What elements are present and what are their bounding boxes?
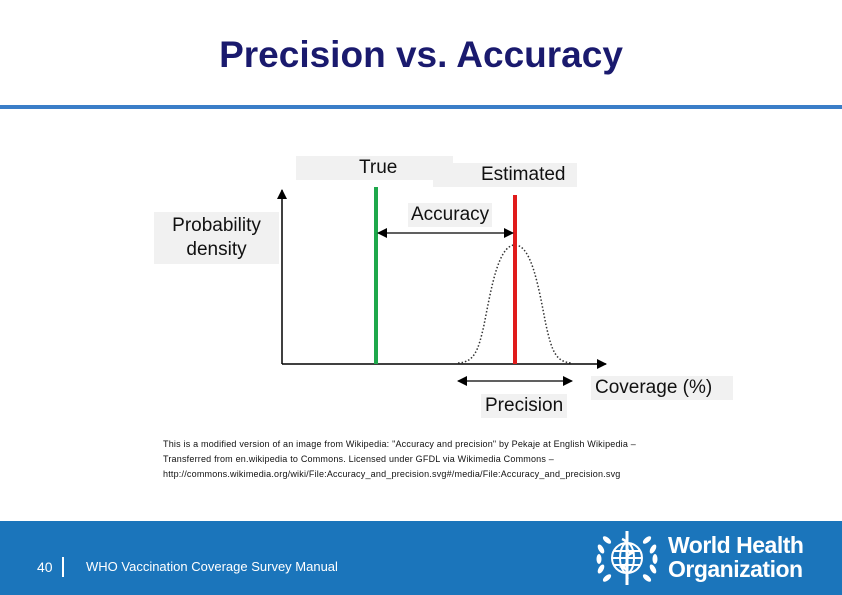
label-y-axis: Probability density — [154, 212, 279, 264]
label-y-axis-line1: Probability — [172, 215, 261, 236]
label-precision: Precision — [481, 394, 568, 418]
label-y-axis-line2: density — [186, 239, 247, 260]
label-true: True — [296, 156, 454, 180]
page-number-divider — [62, 557, 64, 577]
attribution-line-1: This is a modified version of an image f… — [163, 439, 636, 449]
who-emblem-icon — [596, 531, 658, 585]
label-x-axis: Coverage (%) — [591, 376, 733, 400]
who-wordmark-line1: World Health — [668, 532, 804, 558]
who-wordmark-line2: Organization — [668, 556, 803, 582]
page-number: 40 — [37, 559, 53, 575]
attribution-line-2: Transferred from en.wikipedia to Commons… — [163, 454, 554, 464]
density-curve — [457, 244, 573, 364]
footer-bar: 40 WHO Vaccination Coverage Survey Manua… — [0, 521, 842, 595]
footer-title: WHO Vaccination Coverage Survey Manual — [86, 559, 338, 574]
attribution-note: This is a modified version of an image f… — [163, 437, 636, 482]
label-accuracy: Accuracy — [408, 203, 493, 227]
title-divider — [0, 105, 842, 109]
who-wordmark: World Health Organization — [668, 532, 804, 582]
slide-title: Precision vs. Accuracy — [219, 34, 623, 75]
label-estimated: Estimated — [433, 163, 577, 187]
attribution-line-3: http://commons.wikimedia.org/wiki/File:A… — [163, 469, 621, 479]
precision-accuracy-diagram — [277, 187, 607, 386]
